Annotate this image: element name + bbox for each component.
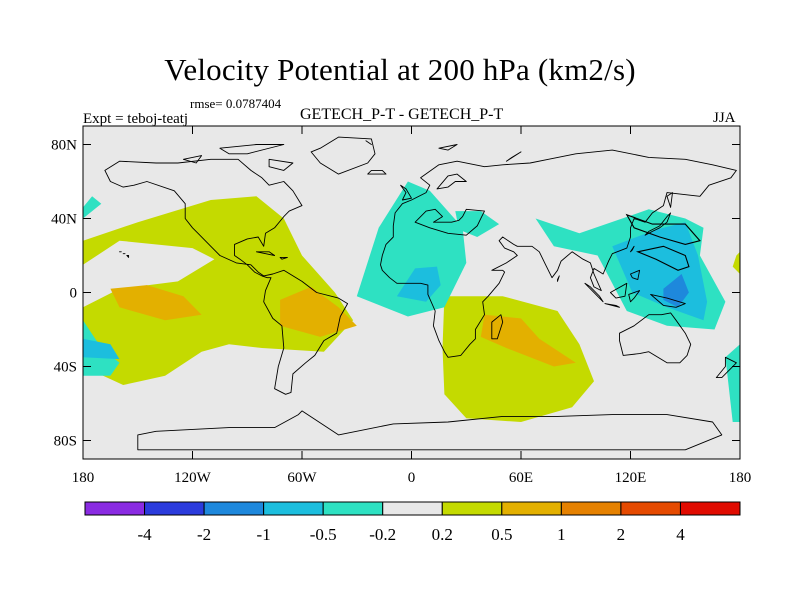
colorbar-label: -0.2	[369, 525, 396, 544]
contour-line-1	[635, 245, 690, 271]
coastline-9	[414, 208, 485, 236]
contour-region-4	[480, 314, 576, 367]
colorbar-swatch	[203, 501, 265, 516]
coastline-11	[644, 212, 672, 236]
coastline-12	[630, 245, 635, 253]
colorbar-swatch	[620, 501, 681, 516]
y-axis: 80N 40N 0 40S 80S	[51, 138, 740, 450]
x-tick-label: 120E	[615, 470, 647, 486]
contour-line-layer	[625, 213, 701, 271]
colorbar: -4 -2 -1 -0.5 -0.2 0.2 0.5 1 2 4	[84, 501, 741, 544]
season-label: JJA	[713, 110, 736, 126]
colorbar-swatch	[382, 501, 443, 516]
coastline-31	[557, 275, 560, 282]
colorbar-label: -2	[197, 525, 211, 544]
contour-region-3	[442, 296, 594, 422]
coastline-2	[380, 149, 737, 358]
colorbar-label: 2	[617, 525, 626, 544]
colorbar-swatch	[144, 501, 205, 516]
coastline-4	[715, 356, 737, 379]
coastline-26	[182, 155, 203, 164]
coastline-13	[584, 282, 604, 303]
coastline-15	[609, 282, 628, 299]
coastline-24	[219, 144, 285, 155]
colorbar-swatch	[501, 501, 562, 516]
coastline-25	[268, 158, 294, 171]
coastline-5	[137, 410, 723, 451]
contour-fill-layer	[83, 181, 740, 422]
colorbar-swatch	[679, 501, 741, 516]
y-tick-label: 40S	[54, 360, 77, 376]
y-tick-label: 80S	[54, 434, 77, 450]
x-tick-label: 180	[729, 470, 752, 486]
contour-region-14	[725, 344, 740, 422]
y-tick-label: 0	[70, 286, 78, 302]
coastline-19	[255, 251, 276, 256]
coastline-3	[619, 312, 692, 364]
coastline-10	[436, 173, 467, 190]
coastline-17	[628, 290, 641, 303]
comparison-label: GETECH_P-T - GETECH_P-T	[300, 106, 504, 123]
coastline-7	[400, 184, 412, 201]
colorbar-label: -1	[257, 525, 271, 544]
x-tick-label: 180	[72, 470, 95, 486]
coastline-21	[126, 255, 130, 258]
rmse-label: rmse= 0.0787404	[190, 96, 282, 111]
contour-region-0	[83, 196, 354, 385]
contour-line-0	[625, 213, 701, 245]
colorbar-swatch	[441, 501, 503, 516]
coastline-30	[666, 192, 673, 208]
coastline-16	[650, 293, 686, 308]
coastline-18	[630, 269, 641, 281]
colorbar-label: 0.5	[491, 525, 512, 544]
experiment-label: Expt = teboj-teatj	[83, 111, 189, 127]
x-axis: 180 120W 60W 0 60E 120E 180	[72, 126, 752, 486]
y-tick-label: 80N	[51, 138, 77, 154]
coastline-29	[365, 140, 372, 145]
colorbar-label: -0.5	[310, 525, 337, 544]
contour-region-6	[396, 266, 441, 302]
x-tick-label: 120W	[174, 470, 212, 486]
colorbar-swatch	[263, 501, 324, 516]
x-tick-label: 60W	[287, 470, 317, 486]
colorbar-swatch	[84, 501, 146, 516]
coastline-0	[310, 136, 376, 175]
coastline-6	[491, 314, 504, 340]
contour-region-15	[732, 251, 740, 274]
coastline-14	[604, 303, 620, 308]
colorbar-label: -4	[137, 525, 152, 544]
contour-region-12	[83, 338, 120, 360]
chart-title: Velocity Potential at 200 hPa (km2/s)	[164, 52, 636, 87]
contour-region-7	[455, 211, 500, 237]
coastline-layer	[104, 136, 737, 451]
y-tick-label: 40N	[51, 212, 77, 228]
coastline-8	[367, 169, 387, 175]
colorbar-label: 0.2	[432, 525, 453, 544]
contour-region-2	[280, 286, 357, 337]
contour-region-1	[110, 285, 202, 321]
coastline-27	[438, 144, 458, 151]
colorbar-label: 1	[557, 525, 566, 544]
coastline-28	[505, 151, 522, 162]
x-tick-label: 0	[408, 470, 416, 486]
coastline-1	[104, 158, 349, 395]
colorbar-swatch	[322, 501, 384, 516]
x-tick-label: 60E	[509, 470, 533, 486]
colorbar-swatch	[560, 501, 622, 516]
contour-region-13	[83, 196, 102, 219]
coastline-20	[279, 256, 288, 260]
colorbar-label: 4	[676, 525, 685, 544]
